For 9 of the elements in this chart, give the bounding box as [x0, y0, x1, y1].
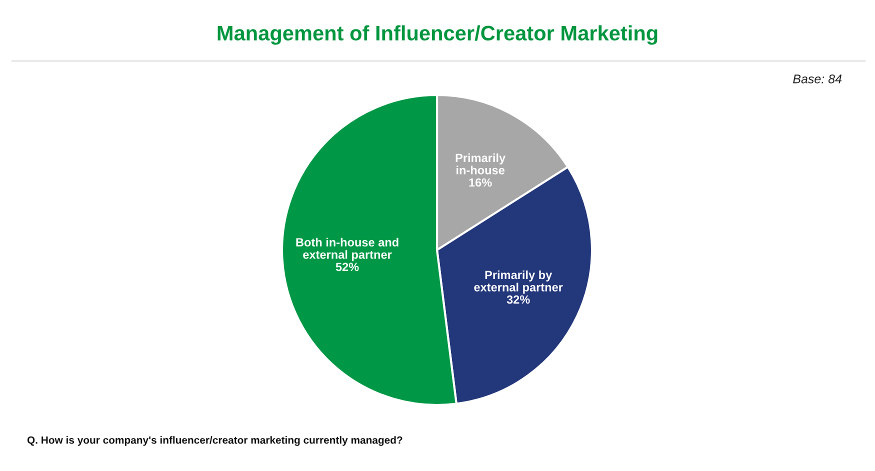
slice-label: Primarily in-house — [456, 153, 506, 174]
slice-label: Primarily by external partner — [474, 270, 563, 294]
data-label: 16% — [469, 178, 492, 187]
chart-title: Management of Influencer/Creator Marketing — [218, 25, 658, 45]
slice-label: Both in-house and external partner — [296, 238, 398, 262]
text: Q. How is your company's influencer/creator marketing currently managed? — [27, 436, 402, 446]
text: Base: 84 — [793, 74, 842, 84]
data-label: 32% — [506, 295, 530, 304]
data-label: 52% — [336, 262, 359, 272]
